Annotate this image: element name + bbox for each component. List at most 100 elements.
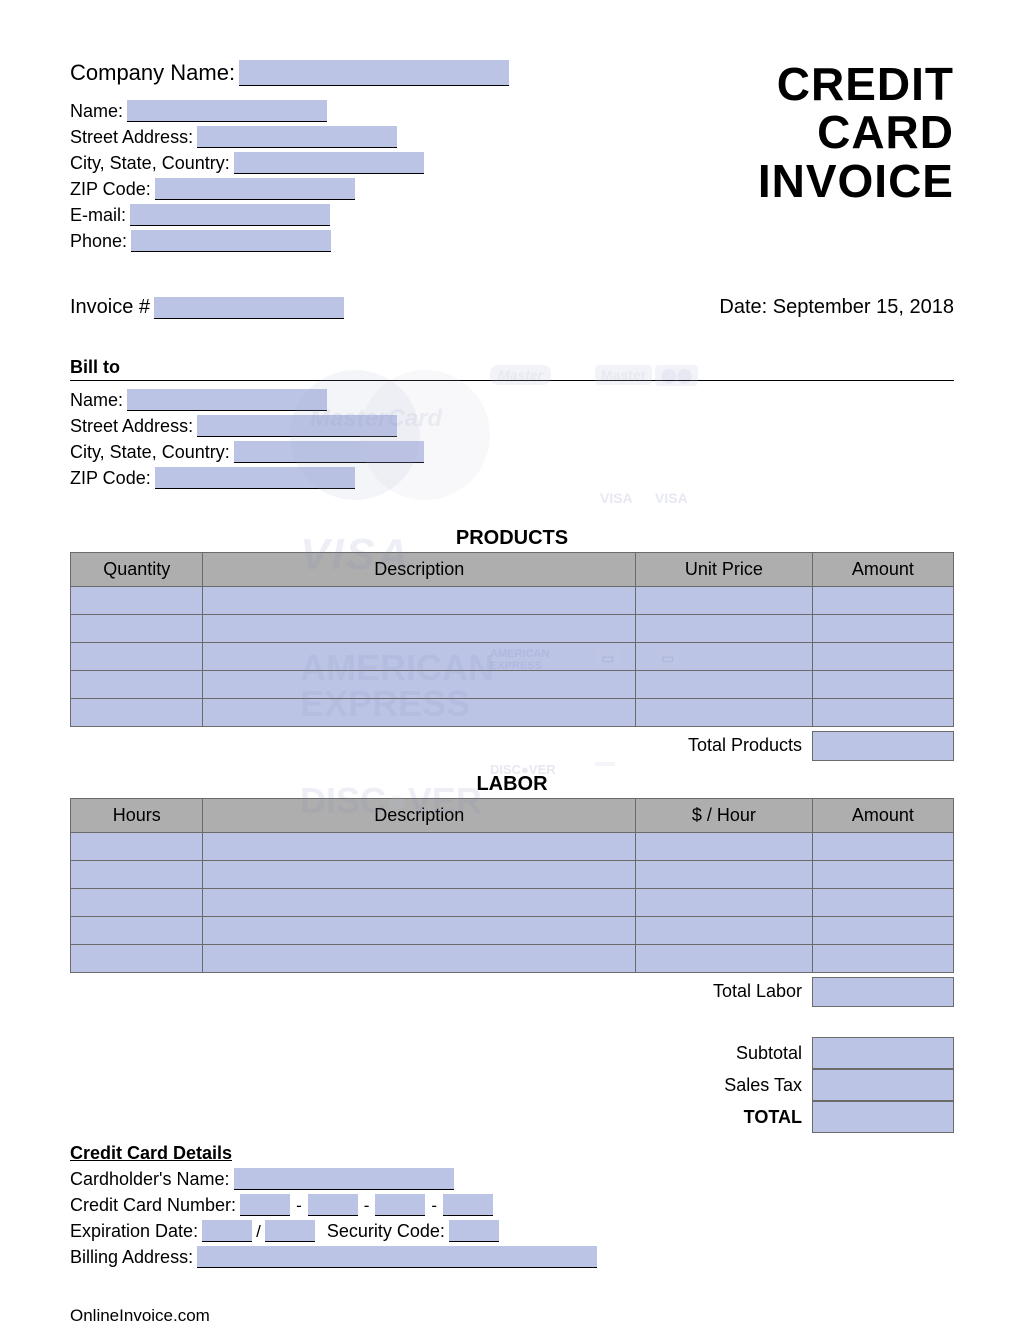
products-cell[interactable] (203, 643, 636, 671)
products-cell[interactable] (71, 587, 203, 615)
summary-block: Subtotal Sales Tax TOTAL (70, 1037, 954, 1133)
invoice-date-row: Invoice # Date: September 15, 2018 (70, 296, 954, 319)
products-cell[interactable] (203, 587, 636, 615)
labor-cell[interactable] (71, 917, 203, 945)
products-cell[interactable] (71, 615, 203, 643)
products-cell[interactable] (812, 615, 953, 643)
invoice-title: CREDIT CARD INVOICE (758, 60, 954, 205)
invoice-date: Date: September 15, 2018 (719, 296, 954, 319)
cardholder-input[interactable] (234, 1168, 454, 1190)
products-cell[interactable] (71, 643, 203, 671)
products-total-cell[interactable] (812, 731, 954, 761)
labor-cell[interactable] (812, 861, 953, 889)
street-input[interactable] (197, 126, 397, 148)
phone-input[interactable] (131, 230, 331, 252)
products-cell[interactable] (812, 587, 953, 615)
products-cell[interactable] (71, 699, 203, 727)
visa-small-icon: VISA (600, 490, 633, 506)
products-cell[interactable] (203, 699, 636, 727)
table-row (71, 917, 954, 945)
billto-zip-input[interactable] (155, 467, 355, 489)
expiry-month-input[interactable] (202, 1220, 252, 1242)
visa-small-icon: VISA (655, 490, 688, 506)
ccnumber-input-4[interactable] (443, 1194, 493, 1216)
ccnumber-input-2[interactable] (308, 1194, 358, 1216)
total-cell[interactable] (812, 1101, 954, 1133)
labor-total-cell[interactable] (812, 977, 954, 1007)
table-row (71, 889, 954, 917)
subtotal-cell[interactable] (812, 1037, 954, 1069)
products-cell[interactable] (203, 615, 636, 643)
labor-cell[interactable] (636, 861, 813, 889)
labor-cell[interactable] (71, 833, 203, 861)
name-input[interactable] (127, 100, 327, 122)
labor-cell[interactable] (636, 889, 813, 917)
products-cell[interactable] (71, 671, 203, 699)
salestax-cell[interactable] (812, 1069, 954, 1101)
email-input[interactable] (130, 204, 330, 226)
company-block: Company Name: Name: Street Address: City… (70, 60, 758, 256)
company-name-label: Company Name: (70, 60, 235, 86)
discover-small-icon (595, 762, 615, 766)
labor-cell[interactable] (812, 945, 953, 973)
labor-cell[interactable] (71, 889, 203, 917)
labor-cell[interactable] (71, 945, 203, 973)
table-row (71, 945, 954, 973)
products-cell[interactable] (636, 615, 813, 643)
products-cell[interactable] (636, 587, 813, 615)
subtotal-label: Subtotal (612, 1039, 812, 1068)
date-label: Date: (719, 296, 767, 318)
city-input[interactable] (234, 152, 424, 174)
billto-city-input[interactable] (234, 441, 424, 463)
labor-cell[interactable] (203, 889, 636, 917)
ccnumber-input-3[interactable] (375, 1194, 425, 1216)
billing-address-input[interactable] (197, 1246, 597, 1268)
products-cell[interactable] (636, 699, 813, 727)
labor-title: LABOR (70, 773, 954, 796)
city-label: City, State, Country: (70, 153, 230, 174)
billto-name-label: Name: (70, 390, 123, 411)
labor-cell[interactable] (812, 833, 953, 861)
date-value: September 15, 2018 (773, 296, 954, 318)
labor-table: Hours Description $ / Hour Amount (70, 798, 954, 973)
products-cell[interactable] (636, 671, 813, 699)
products-cell[interactable] (812, 699, 953, 727)
products-title: PRODUCTS (70, 527, 954, 550)
cc-heading: Credit Card Details (70, 1143, 954, 1164)
labor-cell[interactable] (203, 917, 636, 945)
zip-input[interactable] (155, 178, 355, 200)
labor-total-label: Total Labor (612, 977, 812, 1007)
products-cell[interactable] (203, 671, 636, 699)
expiry-year-input[interactable] (265, 1220, 315, 1242)
company-name-input[interactable] (239, 60, 509, 86)
products-cell[interactable] (812, 671, 953, 699)
billto-street-input[interactable] (197, 415, 397, 437)
slash-separator: / (256, 1222, 261, 1242)
products-cell[interactable] (812, 643, 953, 671)
ccnumber-input-1[interactable] (240, 1194, 290, 1216)
billto-name-input[interactable] (127, 389, 327, 411)
labor-cell[interactable] (71, 861, 203, 889)
dash-separator: - (296, 1196, 302, 1216)
invoice-number-input[interactable] (154, 297, 344, 319)
dash-separator: - (364, 1196, 370, 1216)
products-col-description: Description (203, 553, 636, 587)
labor-cell[interactable] (636, 833, 813, 861)
name-label: Name: (70, 101, 123, 122)
labor-cell[interactable] (636, 945, 813, 973)
security-code-input[interactable] (449, 1220, 499, 1242)
zip-label: ZIP Code: (70, 179, 151, 200)
billto-street-label: Street Address: (70, 416, 193, 437)
labor-cell[interactable] (812, 917, 953, 945)
labor-cell[interactable] (812, 889, 953, 917)
title-line-3: INVOICE (758, 155, 954, 207)
dash-separator: - (431, 1196, 437, 1216)
labor-cell[interactable] (203, 945, 636, 973)
salestax-label: Sales Tax (612, 1071, 812, 1100)
labor-cell[interactable] (203, 833, 636, 861)
header: Company Name: Name: Street Address: City… (70, 60, 954, 256)
security-label: Security Code: (327, 1221, 445, 1242)
labor-cell[interactable] (203, 861, 636, 889)
labor-cell[interactable] (636, 917, 813, 945)
products-cell[interactable] (636, 643, 813, 671)
